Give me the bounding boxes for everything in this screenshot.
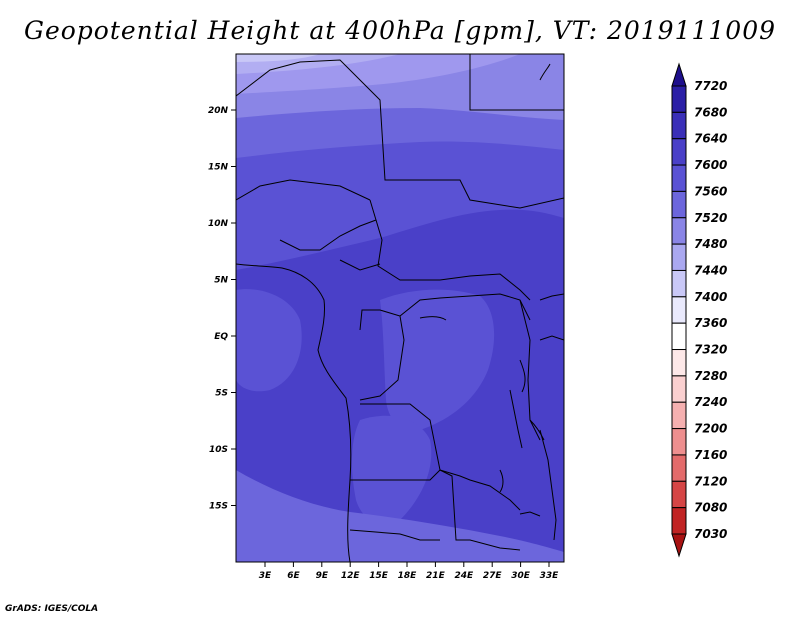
colorbar-label: 7240 — [694, 395, 727, 409]
lat-tick-label: 10N — [208, 219, 229, 229]
lon-tick-label: 27E — [483, 571, 503, 581]
colorbar-segment — [671, 243, 687, 271]
colorbar-segment — [671, 164, 687, 192]
lat-tick-label: 5N — [214, 276, 228, 286]
colorbar-bottom-arrow — [671, 533, 687, 558]
patch-7560-west — [236, 289, 302, 392]
colorbar-segment — [671, 349, 687, 377]
lon-tick-label: 9E — [316, 571, 329, 581]
colorbar-label: 7120 — [694, 474, 727, 488]
lon-tick-label: 18E — [398, 571, 418, 581]
band-7520-south — [236, 470, 564, 562]
patch-7560-south — [351, 415, 432, 524]
colorbar-segment — [671, 375, 687, 403]
lat-tick-label: EQ — [214, 332, 228, 342]
colorbar-segment — [671, 138, 687, 166]
map-title: Geopotential Height at 400hPa [gpm], VT:… — [23, 16, 777, 45]
lon-tick-label: 33E — [540, 571, 560, 581]
political-borders — [236, 54, 564, 562]
lon-tick-label: 12E — [341, 571, 361, 581]
colorbar-label: 7080 — [694, 501, 727, 515]
lon-tick-label: 30E — [511, 571, 531, 581]
colorbar-label: 7280 — [694, 369, 727, 383]
colorbar-segment — [671, 269, 687, 298]
lon-tick-label: 15E — [369, 571, 389, 581]
colorbar-label: 7440 — [694, 263, 727, 277]
lon-tick-label: 6E — [287, 571, 300, 581]
colorbar-segment — [671, 190, 687, 219]
colorbar-label: 7480 — [694, 237, 727, 251]
lat-tick-label: 15N — [208, 163, 229, 173]
colorbar-segment — [671, 85, 687, 113]
colorbar-label: 7360 — [694, 316, 727, 330]
band-7320-north — [236, 54, 320, 62]
lat-tick-label: 5S — [215, 389, 228, 399]
colorbar-label: 7600 — [694, 158, 727, 172]
colorbar-segment — [671, 507, 687, 535]
lat-tick-label: 15S — [209, 502, 228, 512]
colorbar-label: 7680 — [694, 105, 727, 119]
patch-7560-congo — [380, 289, 495, 431]
latitude-axis: 20N 15N 10N 5N EQ 5S 10S 15S — [208, 106, 236, 512]
colorbar-segment — [671, 296, 687, 324]
colorbar-label: 7720 — [694, 79, 727, 93]
colorbar-label: 7030 — [694, 527, 727, 541]
lat-tick-label: 20N — [208, 106, 229, 116]
colorbar-segment — [671, 111, 687, 140]
colorbar-label: 7400 — [694, 290, 727, 304]
map-frame — [235, 53, 565, 563]
lon-tick-label: 3E — [259, 571, 272, 581]
colorbar-label: 7200 — [694, 422, 727, 436]
colorbar-segment — [671, 217, 687, 245]
colorbar: 7720 7680 7640 7600 7560 7520 7480 7440 7400 7360… — [671, 62, 727, 558]
colorbar-segment — [671, 401, 687, 430]
lon-tick-label: 21E — [426, 571, 446, 581]
lon-tick-label: 24E — [454, 571, 474, 581]
colorbar-label: 7520 — [694, 211, 727, 225]
colorbar-label: 7560 — [694, 184, 727, 198]
colorbar-segment — [671, 454, 687, 482]
colorbar-segment — [671, 428, 687, 456]
colorbar-label: 7320 — [694, 343, 727, 357]
lat-tick-label: 10S — [209, 445, 228, 455]
credit-label: GrADS: IGES/COLA — [5, 604, 99, 614]
longitude-axis: 3E 6E 9E 12E 15E 18E 21E 24E 27E 30E 33E — [259, 562, 559, 581]
colorbar-segment — [671, 322, 687, 351]
height-field — [236, 54, 564, 562]
colorbar-top-arrow — [671, 62, 687, 87]
colorbar-label: 7160 — [694, 448, 727, 462]
colorbar-segment — [671, 480, 687, 509]
colorbar-label: 7640 — [694, 132, 727, 146]
